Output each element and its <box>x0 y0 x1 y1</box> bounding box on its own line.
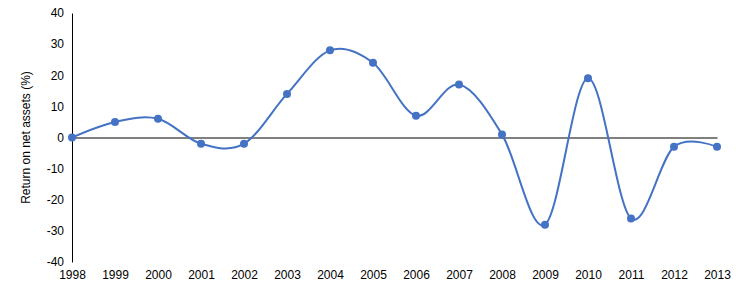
x-tick: 2005 <box>360 138 387 282</box>
point <box>111 118 119 126</box>
point <box>584 74 592 82</box>
x-tick-label: 2011 <box>619 268 645 282</box>
point <box>240 140 248 148</box>
point <box>154 115 162 123</box>
x-tick: 2004 <box>317 138 344 282</box>
x-tick-label: 2013 <box>704 268 731 282</box>
x-tick: 2001 <box>188 138 215 282</box>
x-tick-label: 2002 <box>231 268 258 282</box>
x-tick-label: 2005 <box>360 268 387 282</box>
y-tick-label: 30 <box>51 37 65 51</box>
point <box>369 59 377 67</box>
point <box>713 143 721 151</box>
y-tick: -30 <box>47 224 72 238</box>
x-tick: 2011 <box>619 138 645 282</box>
x-tick-label: 2000 <box>145 268 172 282</box>
x-tick: 1999 <box>102 138 129 282</box>
x-tick-label: 2006 <box>403 268 430 282</box>
point <box>412 112 420 120</box>
y-tick: 30 <box>51 37 72 51</box>
point <box>455 81 463 89</box>
y-tick: -10 <box>47 162 72 176</box>
x-tick-label: 2004 <box>317 268 344 282</box>
y-tick-label: 40 <box>51 6 65 20</box>
x-tick-label: 2007 <box>446 268 473 282</box>
x-tick: 1998 <box>59 138 86 282</box>
x-tick: 2002 <box>231 138 258 282</box>
point <box>326 46 334 54</box>
x-tick-label: 2010 <box>575 268 602 282</box>
y-tick-label: -20 <box>47 193 65 207</box>
point <box>283 90 291 98</box>
x-tick: 2009 <box>532 138 559 282</box>
point <box>541 221 549 229</box>
x-tick: 2007 <box>446 138 473 282</box>
x-tick: 2006 <box>403 138 430 282</box>
x-tick-label: 2003 <box>274 268 301 282</box>
y-tick: 40 <box>51 6 72 20</box>
x-tick: 2000 <box>145 138 172 282</box>
x-tick-label: 2012 <box>661 268 688 282</box>
x-tick-label: 1999 <box>102 268 129 282</box>
point <box>670 143 678 151</box>
y-tick-label: 20 <box>51 69 65 83</box>
y-tick: 10 <box>51 100 72 114</box>
y-tick-label: -10 <box>47 162 65 176</box>
point <box>498 130 506 138</box>
chart: -40-30-20-100102030401998199920002001200… <box>0 0 737 288</box>
y-tick: -20 <box>47 193 72 207</box>
x-tick-label: 1998 <box>59 268 86 282</box>
y-tick-label: -30 <box>47 224 65 238</box>
x-tick-label: 2008 <box>489 268 516 282</box>
y-tick-label: 0 <box>57 131 64 145</box>
x-tick: 2013 <box>704 138 731 282</box>
y-tick: 20 <box>51 69 72 83</box>
x-tick: 2003 <box>274 138 301 282</box>
y-axis-title: Return on net assets (%) <box>19 71 33 204</box>
x-tick: 2010 <box>575 138 602 282</box>
plot: -40-30-20-100102030401998199920002001200… <box>47 6 732 281</box>
y-tick-label: 10 <box>51 100 65 114</box>
point <box>197 140 205 148</box>
x-axis: 1998 1999 2000 2001 2002 2003 2004 2005 2006 2007… <box>59 138 731 282</box>
point <box>68 134 76 142</box>
x-axis-line <box>73 138 718 139</box>
series <box>68 46 721 228</box>
x-tick-label: 2009 <box>532 268 559 282</box>
point <box>627 214 635 222</box>
x-tick-label: 2001 <box>188 268 215 282</box>
line <box>72 49 717 226</box>
